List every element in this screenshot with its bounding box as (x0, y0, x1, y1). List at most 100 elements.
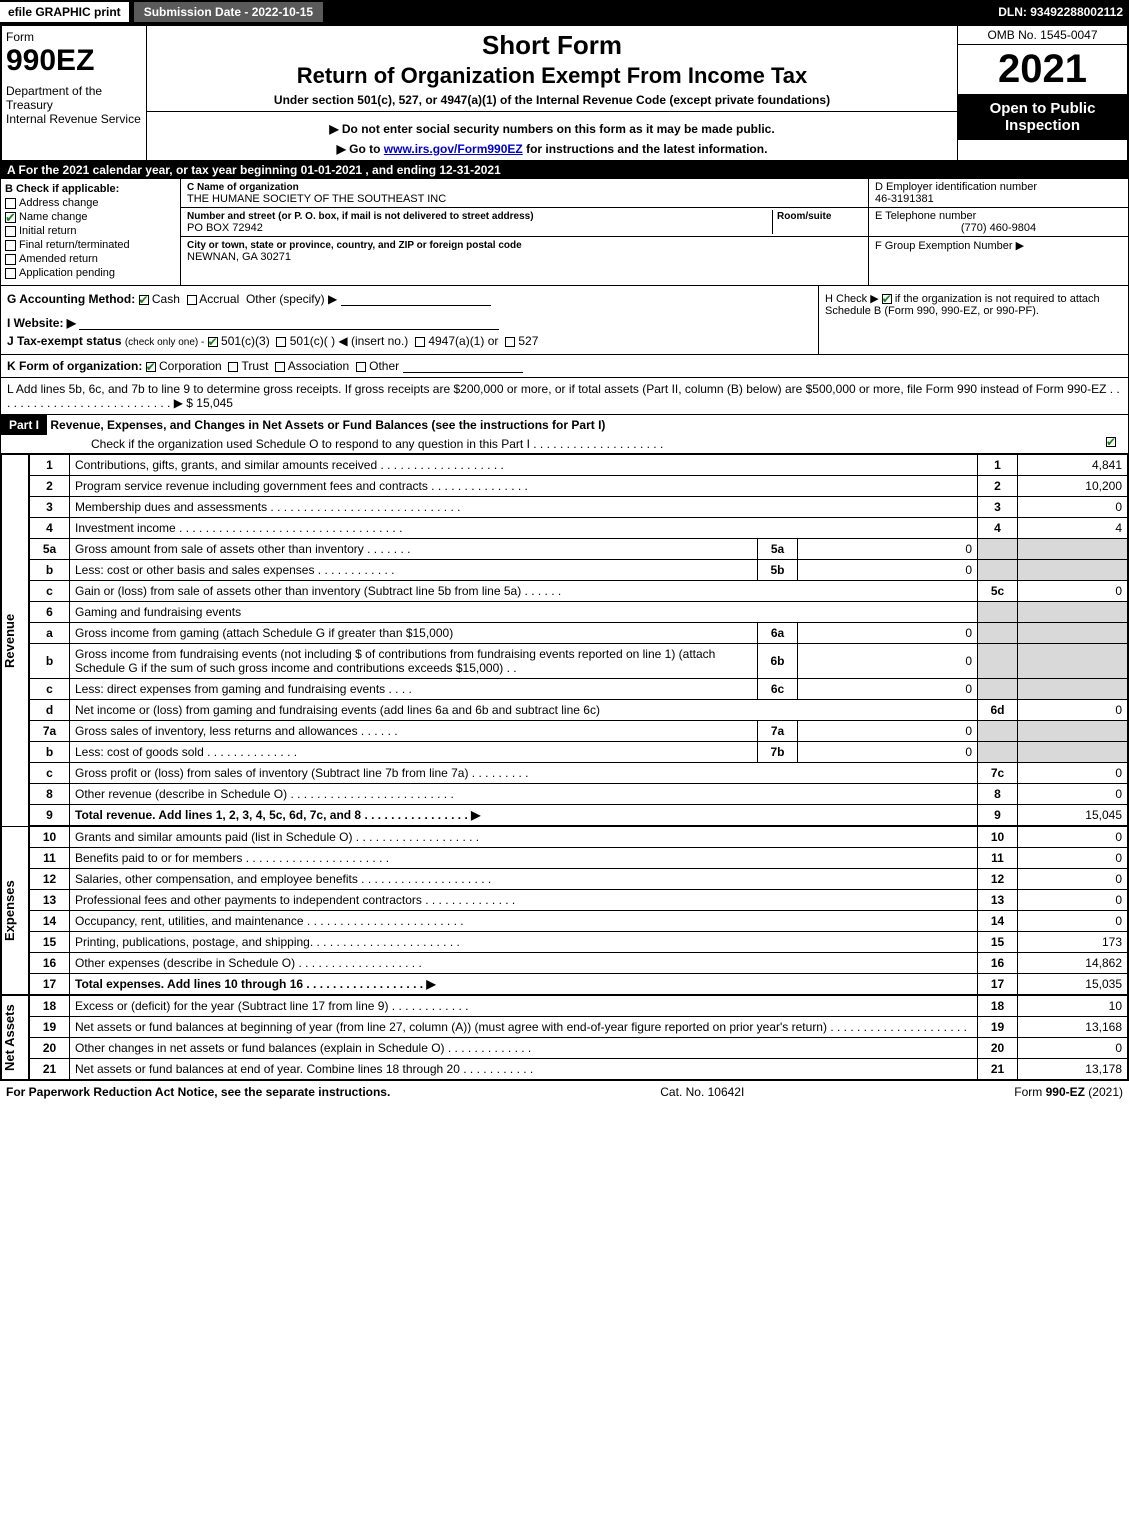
note-goto-pre: ▶ Go to (337, 142, 384, 156)
k-o1: Corporation (159, 359, 222, 373)
chk-trust[interactable] (228, 362, 238, 372)
line-6b-samt: 0 (798, 644, 978, 679)
chk-association[interactable] (275, 362, 285, 372)
chk-amended-return-label: Amended return (19, 253, 98, 265)
line-10-num: 10 (30, 827, 70, 848)
line-19-num: 19 (30, 1017, 70, 1038)
line-18-box: 18 (978, 996, 1018, 1017)
org-street: PO BOX 72942 (187, 222, 263, 234)
chk-amended-return[interactable]: Amended return (5, 253, 176, 265)
line-8-text: Other revenue (describe in Schedule O) .… (70, 784, 978, 805)
chk-accrual[interactable] (187, 295, 197, 305)
line-7a-text: Gross sales of inventory, less returns a… (70, 721, 758, 742)
line-17-num: 17 (30, 974, 70, 995)
j-small: (check only one) - (125, 337, 204, 348)
line-6-text: Gaming and fundraising events (70, 602, 978, 623)
line-5b-num: b (30, 560, 70, 581)
chk-cash[interactable] (139, 295, 149, 305)
line-10-box: 10 (978, 827, 1018, 848)
line-7b-sub: 7b (758, 742, 798, 763)
footer-right-pre: Form (1014, 1085, 1045, 1099)
irs-link[interactable]: www.irs.gov/Form990EZ (384, 142, 523, 156)
section-b-title: B Check if applicable: (5, 183, 176, 195)
part-i-bar: Part I (1, 415, 47, 435)
line-6c-num: c (30, 679, 70, 700)
submission-date: Submission Date - 2022-10-15 (133, 1, 324, 23)
chk-schedule-b[interactable] (882, 294, 892, 304)
line-21-num: 21 (30, 1059, 70, 1080)
line-20-num: 20 (30, 1038, 70, 1059)
chk-501c[interactable] (276, 337, 286, 347)
line-14-amt: 0 (1018, 911, 1128, 932)
j-o2: 501(c)( ) ◀ (insert no.) (290, 334, 409, 348)
chk-final-return-label: Final return/terminated (19, 239, 130, 251)
line-9-text: Total revenue. Add lines 1, 2, 3, 4, 5c,… (70, 805, 978, 826)
section-i: I Website: ▶ (7, 316, 812, 330)
line-6b-amtshade (1018, 644, 1128, 679)
line-6a-samt: 0 (798, 623, 978, 644)
chk-application-pending[interactable]: Application pending (5, 267, 176, 279)
line-6-shade (978, 602, 1018, 623)
chk-corporation[interactable] (146, 362, 156, 372)
chk-final-return[interactable]: Final return/terminated (5, 239, 176, 251)
chk-527[interactable] (505, 337, 515, 347)
line-1-amt: 4,841 (1018, 455, 1128, 476)
line-5b-shade (978, 560, 1018, 581)
line-7a-sub: 7a (758, 721, 798, 742)
line-6b-text: Gross income from fundraising events (no… (70, 644, 758, 679)
line-13-text: Professional fees and other payments to … (70, 890, 978, 911)
line-16-amt: 14,862 (1018, 953, 1128, 974)
j-label: J Tax-exempt status (7, 334, 122, 348)
line-16-text: Other expenses (describe in Schedule O) … (70, 953, 978, 974)
chk-schedule-o[interactable] (1106, 437, 1116, 447)
line-11-num: 11 (30, 848, 70, 869)
line-19-amt: 13,168 (1018, 1017, 1128, 1038)
line-20-amt: 0 (1018, 1038, 1128, 1059)
line-7a-shade (978, 721, 1018, 742)
line-10-amt: 0 (1018, 827, 1128, 848)
chk-initial-return-label: Initial return (19, 225, 76, 237)
line-6a-text: Gross income from gaming (attach Schedul… (70, 623, 758, 644)
i-label: I Website: ▶ (7, 316, 76, 330)
org-city: NEWNAN, GA 30271 (187, 251, 291, 263)
efile-label[interactable]: efile GRAPHIC print (0, 2, 129, 22)
line-18-num: 18 (30, 996, 70, 1017)
line-9-box: 9 (978, 805, 1018, 826)
line-6d-amt: 0 (1018, 700, 1128, 721)
expenses-side-label: Expenses (1, 826, 29, 995)
line-7b-shade (978, 742, 1018, 763)
line-1-text: Contributions, gifts, grants, and simila… (70, 455, 978, 476)
line-11-amt: 0 (1018, 848, 1128, 869)
line-6b-num: b (30, 644, 70, 679)
chk-501c3[interactable] (208, 337, 218, 347)
chk-initial-return[interactable]: Initial return (5, 225, 176, 237)
netassets-table: 18Excess or (deficit) for the year (Subt… (29, 995, 1128, 1080)
chk-application-pending-label: Application pending (19, 267, 115, 279)
dept-label: Department of the Treasury Internal Reve… (6, 84, 142, 126)
line-1-num: 1 (30, 455, 70, 476)
chk-address-change[interactable]: Address change (5, 197, 176, 209)
line-7a-samt: 0 (798, 721, 978, 742)
line-14-num: 14 (30, 911, 70, 932)
line-7c-amt: 0 (1018, 763, 1128, 784)
chk-4947[interactable] (415, 337, 425, 347)
g-label: G Accounting Method: (7, 292, 135, 306)
line-7c-text: Gross profit or (loss) from sales of inv… (70, 763, 978, 784)
chk-other-org[interactable] (356, 362, 366, 372)
line-7c-num: c (30, 763, 70, 784)
line-21-amt: 13,178 (1018, 1059, 1128, 1080)
chk-name-change[interactable]: Name change (5, 211, 176, 223)
section-j: J Tax-exempt status (check only one) - 5… (7, 334, 812, 348)
line-5b-samt: 0 (798, 560, 978, 581)
title-short-form: Short Form (155, 30, 949, 61)
inspection-badge: Open to Public Inspection (958, 94, 1127, 140)
line-8-amt: 0 (1018, 784, 1128, 805)
subtitle: Under section 501(c), 527, or 4947(a)(1)… (155, 93, 949, 107)
line-7a-num: 7a (30, 721, 70, 742)
chk-address-change-label: Address change (19, 197, 99, 209)
form-word: Form (6, 30, 142, 44)
line-15-amt: 173 (1018, 932, 1128, 953)
line-6c-samt: 0 (798, 679, 978, 700)
line-20-box: 20 (978, 1038, 1018, 1059)
line-13-num: 13 (30, 890, 70, 911)
